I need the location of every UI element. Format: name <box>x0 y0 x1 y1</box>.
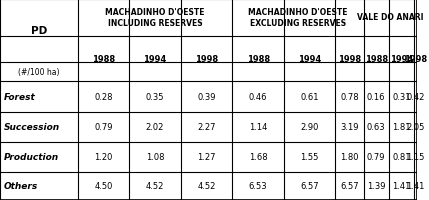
Text: Succession: Succession <box>4 123 60 132</box>
Text: 4.52: 4.52 <box>146 182 164 191</box>
Text: 1.80: 1.80 <box>340 153 359 162</box>
Text: Production: Production <box>4 153 59 162</box>
Text: 2.02: 2.02 <box>146 123 164 132</box>
Text: Forest: Forest <box>4 93 36 101</box>
Text: 4.52: 4.52 <box>197 182 216 191</box>
Text: 1994: 1994 <box>298 55 321 64</box>
Text: INCLUDING RESERVES: INCLUDING RESERVES <box>108 19 202 28</box>
Text: 1.81: 1.81 <box>392 123 411 132</box>
Text: 1.55: 1.55 <box>300 153 319 162</box>
Text: 1.14: 1.14 <box>249 123 267 132</box>
Text: 0.46: 0.46 <box>249 93 267 101</box>
Text: 0.42: 0.42 <box>406 93 425 101</box>
Text: 1.15: 1.15 <box>406 153 425 162</box>
Text: 0.79: 0.79 <box>94 123 113 132</box>
Text: 1.20: 1.20 <box>94 153 113 162</box>
Text: 0.35: 0.35 <box>146 93 164 101</box>
Text: 1994: 1994 <box>390 55 413 64</box>
Text: 2.05: 2.05 <box>406 123 425 132</box>
Text: 1994: 1994 <box>143 55 167 64</box>
Text: 0.81: 0.81 <box>392 153 411 162</box>
Text: Others: Others <box>4 182 38 191</box>
Text: 1998: 1998 <box>338 55 361 64</box>
Text: 1.39: 1.39 <box>367 182 386 191</box>
Text: MACHADINHO D'OESTE: MACHADINHO D'OESTE <box>105 8 205 17</box>
Text: 1988: 1988 <box>92 55 115 64</box>
Text: 1988: 1988 <box>247 55 270 64</box>
Text: 6.53: 6.53 <box>249 182 267 191</box>
Text: 2.27: 2.27 <box>197 123 216 132</box>
Text: 3.19: 3.19 <box>340 123 359 132</box>
Text: 0.61: 0.61 <box>300 93 319 101</box>
Text: 1988: 1988 <box>365 55 388 64</box>
Text: 0.63: 0.63 <box>367 123 386 132</box>
Text: 1.41: 1.41 <box>406 182 425 191</box>
Text: 0.16: 0.16 <box>367 93 386 101</box>
Text: (#/100 ha): (#/100 ha) <box>18 68 60 77</box>
Text: 2.90: 2.90 <box>300 123 319 132</box>
Text: 0.28: 0.28 <box>94 93 113 101</box>
Text: VALE DO ANARI: VALE DO ANARI <box>357 13 423 22</box>
Text: 1.08: 1.08 <box>146 153 164 162</box>
Text: 1.41: 1.41 <box>392 182 411 191</box>
Text: 1.68: 1.68 <box>249 153 267 162</box>
Text: EXCLUDING RESERVES: EXCLUDING RESERVES <box>250 19 346 28</box>
Text: PD: PD <box>31 26 47 36</box>
Text: 6.57: 6.57 <box>300 182 319 191</box>
Text: 1.27: 1.27 <box>197 153 216 162</box>
Text: 0.78: 0.78 <box>340 93 359 101</box>
Text: 1998: 1998 <box>404 55 427 64</box>
Text: 0.31: 0.31 <box>392 93 411 101</box>
Text: 6.57: 6.57 <box>340 182 359 191</box>
Text: 0.39: 0.39 <box>197 93 216 101</box>
Text: 1998: 1998 <box>195 55 218 64</box>
Text: MACHADINHO D'OESTE: MACHADINHO D'OESTE <box>248 8 348 17</box>
Text: 4.50: 4.50 <box>94 182 113 191</box>
Text: 0.79: 0.79 <box>367 153 386 162</box>
